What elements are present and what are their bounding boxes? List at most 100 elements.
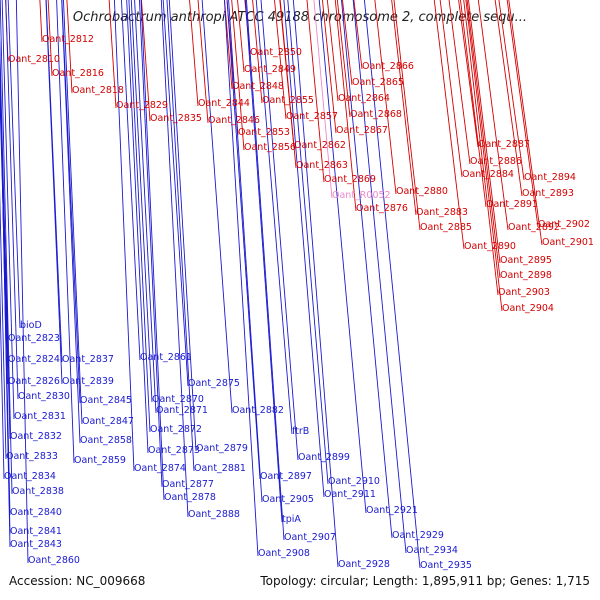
gene-label[interactable]: Oant_2872 [150,424,202,435]
gene-label[interactable]: Oant_2881 [194,463,246,474]
gene-labels: Oant_2812 Oant_2810 Oant_2816 Oant_2818 Oant… [4,34,594,571]
gene-label[interactable]: Oant_2831 [14,411,66,422]
gene-label[interactable]: Oant_2839 [62,376,114,387]
gene-label[interactable]: Oant_2826 [8,376,60,387]
gene-label[interactable]: Oant_2837 [62,354,114,365]
gene-label[interactable]: Oant_2846 [208,115,260,126]
gene-label[interactable]: Oant_2888 [188,509,240,520]
leader-line [244,0,251,56]
gene-label[interactable]: Oant_2838 [12,486,64,497]
gene-label[interactable]: Oant_2887 [478,139,530,150]
gene-label[interactable]: Oant_2921 [366,505,418,516]
gene-label[interactable]: Oant_R0052 [332,190,391,201]
leader-line [246,0,285,541]
gene-label[interactable]: Oant_2882 [232,405,284,416]
gene-label[interactable]: Oant_2858 [80,435,132,446]
gene-label[interactable]: Oant_2894 [524,172,576,183]
gene-label[interactable]: Oant_2850 [250,47,302,58]
gene-label[interactable]: Oant_2866 [362,61,414,72]
gene-label[interactable]: Oant_2832 [10,431,62,442]
gene-label[interactable]: Oant_2879 [196,443,248,454]
gene-label[interactable]: Oant_2898 [500,270,552,281]
gene-label[interactable]: Oant_2911 [324,489,376,500]
leader-line [223,0,259,557]
gene-label[interactable]: Oant_2873 [148,445,200,456]
gene-label[interactable]: bioD [20,320,42,331]
gene-label[interactable]: Oant_2865 [352,77,404,88]
gene-label[interactable]: Oant_2891 [486,199,538,210]
gene-label[interactable]: ftrB [292,426,309,437]
gene-label[interactable]: Oant_2897 [260,471,312,482]
gene-label[interactable]: Oant_2870 [152,394,204,405]
gene-label[interactable]: Oant_2899 [298,452,350,463]
gene-label[interactable]: Oant_2845 [80,395,132,406]
gene-label[interactable]: Oant_2824 [8,354,60,365]
gene-label[interactable]: Oant_2935 [420,560,472,571]
gene-label[interactable]: Oant_2928 [338,559,390,570]
gene-label[interactable]: Oant_2830 [18,391,70,402]
gene-label[interactable]: Oant_2934 [406,545,458,556]
gene-label[interactable]: Oant_2871 [156,405,208,416]
gene-label[interactable]: Oant_2892 [508,222,560,233]
gene-label[interactable]: Oant_2855 [262,95,314,106]
gene-label[interactable]: Oant_2834 [4,471,56,482]
gene-label[interactable]: Oant_2840 [10,507,62,518]
gene-label[interactable]: Oant_2895 [500,255,552,266]
gene-label[interactable]: Oant_2847 [82,416,134,427]
gene-label[interactable]: Oant_2818 [72,85,124,96]
gene-label[interactable]: Oant_2835 [150,113,202,124]
gene-label[interactable]: Oant_2885 [420,222,472,233]
gene-label[interactable]: Oant_2823 [8,333,60,344]
gene-label[interactable]: Oant_2929 [392,530,444,541]
gene-label[interactable]: Oant_2901 [542,237,594,248]
leader-line [465,0,503,312]
gene-label[interactable]: Oant_2862 [294,140,346,151]
leader-line [352,0,407,554]
gene-label[interactable]: Oant_2864 [338,93,390,104]
gene-label[interactable]: tpiA [282,514,301,525]
gene-label[interactable]: Oant_2861 [140,352,192,363]
gene-label[interactable]: Oant_2863 [296,160,348,171]
gene-label[interactable]: Oant_2902 [538,219,590,230]
gene-label[interactable]: Oant_2876 [356,203,408,214]
gene-label[interactable]: Oant_2833 [6,451,58,462]
gene-label[interactable]: Oant_2880 [396,186,448,197]
gene-label[interactable]: Oant_2883 [416,207,468,218]
gene-label[interactable]: Oant_2893 [522,188,574,199]
gene-label[interactable]: Oant_2877 [162,479,214,490]
gene-label[interactable]: Oant_2905 [262,494,314,505]
gene-label[interactable]: Oant_2856 [244,142,296,153]
gene-label[interactable]: Oant_2867 [336,125,388,136]
gene-label[interactable]: Oant_2878 [164,492,216,503]
gene-label[interactable]: Oant_2868 [350,109,402,120]
gene-label[interactable]: Oant_2886 [470,156,522,167]
gene-label[interactable]: Oant_2859 [74,455,126,466]
gene-label[interactable]: Oant_2848 [232,81,284,92]
gene-label[interactable]: Oant_2903 [498,287,550,298]
gene-label[interactable]: Oant_2810 [8,54,60,65]
gene-label[interactable]: Oant_2869 [324,174,376,185]
gene-label[interactable]: Oant_2844 [198,98,250,109]
accession-text: Accession: NC_009668 [9,574,146,588]
gene-label[interactable]: Oant_2843 [10,539,62,550]
gene-label[interactable]: Oant_2904 [502,303,554,314]
gene-label[interactable]: Oant_2875 [188,378,240,389]
gene-label[interactable]: Oant_2812 [42,34,94,45]
leader-line [448,0,471,165]
leader-line [363,0,421,569]
gene-label[interactable]: Oant_2853 [238,127,290,138]
gene-label[interactable]: Oant_2829 [116,100,168,111]
gene-label[interactable]: Oant_2816 [52,68,104,79]
gene-label[interactable]: Oant_2874 [134,463,186,474]
gene-label[interactable]: Oant_2910 [328,476,380,487]
gene-label[interactable]: Oant_2857 [286,111,338,122]
gene-label[interactable]: Oant_2908 [258,548,310,559]
gene-label[interactable]: Oant_2841 [10,526,62,537]
gene-label[interactable]: Oant_2884 [462,169,514,180]
gene-label[interactable]: Oant_2849 [244,64,296,75]
gene-label[interactable]: Oant_2860 [28,555,80,566]
gene-label[interactable]: Oant_2907 [284,532,336,543]
gene-label[interactable]: Oant_2890 [464,241,516,252]
topology-text: Topology: circular; Length: 1,895,911 bp… [260,574,590,588]
